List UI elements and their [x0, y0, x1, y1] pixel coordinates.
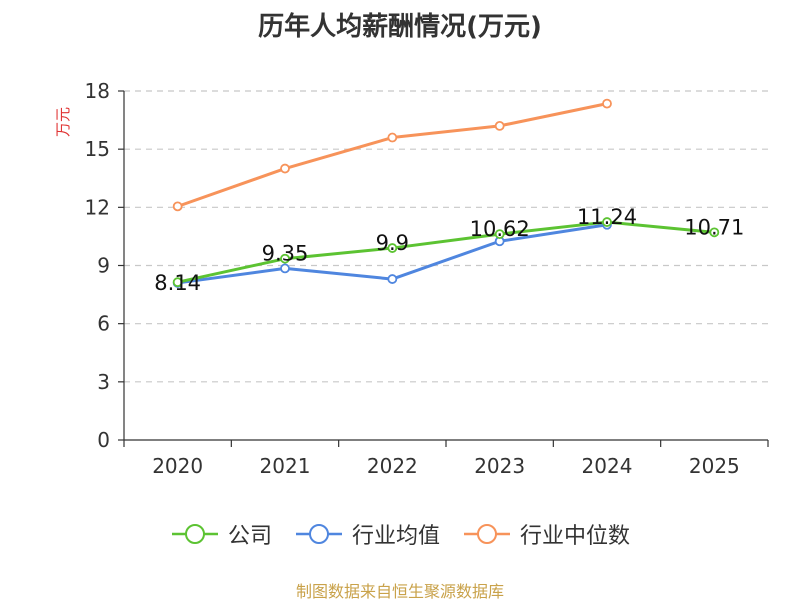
point-company-2020 — [172, 277, 183, 288]
data-label-company-2025: 10.71 — [684, 215, 744, 239]
point-company-2025 — [709, 227, 720, 238]
chart-title: 历年人均薪酬情况(万元) — [258, 12, 542, 42]
point-industry_median-2023 — [494, 121, 505, 131]
data-label-company-2020: 8.14 — [154, 271, 201, 295]
y-tick-label-18: 18 — [85, 79, 110, 103]
point-industry_avg-2022 — [387, 274, 398, 284]
x-tick-label-2020: 2020 — [152, 454, 203, 478]
x-tick-label-2025: 2025 — [689, 454, 740, 478]
point-company-2023 — [494, 229, 505, 239]
legend: 公司 行业均值 行业中位数 — [0, 518, 800, 550]
legend-marker-company-icon — [171, 524, 218, 544]
data-label-company-2022: 9.9 — [376, 231, 409, 255]
point-company-2022 — [387, 243, 398, 253]
y-tick-label-3: 3 — [97, 370, 110, 394]
point-industry_median-2021 — [280, 163, 290, 174]
data-label-company-2024: 11.24 — [577, 205, 637, 229]
legend-item-industry-avg[interactable]: 行业均值 — [294, 518, 440, 550]
point-industry_median-2024 — [602, 98, 612, 109]
y-tick-label-12: 12 — [85, 195, 110, 219]
y-tick-label-15: 15 — [85, 137, 110, 161]
data-label-company-2021: 9.35 — [262, 242, 309, 266]
legend-label-company: 公司 — [227, 524, 272, 549]
x-tick-label-2022: 2022 — [367, 454, 418, 478]
y-tick-label-0: 0 — [97, 428, 110, 452]
y-axis-label: 万元 — [54, 107, 72, 137]
x-tick-label-2021: 2021 — [260, 454, 311, 478]
legend-marker-industry-median-icon — [464, 524, 510, 544]
y-tick-label-6: 6 — [97, 312, 110, 336]
legend-item-industry-median[interactable]: 行业中位数 — [462, 518, 630, 550]
series-line-company — [177, 220, 715, 284]
x-tick-label-2024: 2024 — [582, 454, 633, 478]
data-label-company-2023: 10.62 — [470, 217, 530, 241]
point-industry_median-2020 — [172, 201, 183, 212]
point-company-2021 — [280, 253, 290, 264]
point-industry_median-2022 — [387, 132, 398, 143]
legend-marker-industry-avg-icon — [295, 524, 342, 544]
legend-label-industry-avg: 行业均值 — [351, 524, 440, 549]
source-footer: 制图数据来自恒生聚源数据库 — [295, 582, 504, 601]
x-tick-label-2023: 2023 — [474, 454, 525, 478]
point-industry_avg-2021 — [280, 263, 290, 274]
point-company-2024 — [602, 217, 612, 227]
series-line-industry_median — [177, 102, 608, 208]
y-tick-label-9: 9 — [97, 254, 110, 278]
legend-label-industry-median: 行业中位数 — [520, 524, 631, 549]
legend-item-company[interactable]: 公司 — [170, 518, 272, 550]
